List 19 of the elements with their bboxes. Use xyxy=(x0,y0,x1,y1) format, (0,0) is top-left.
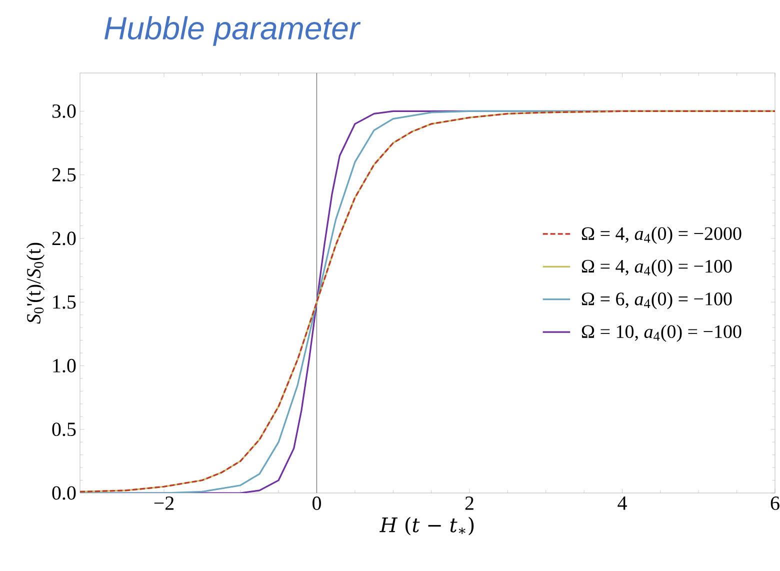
y-tick-label: 0.5 xyxy=(52,422,76,436)
x-tick-label: 6 xyxy=(770,496,780,510)
chart-title: Hubble parameter xyxy=(104,16,361,46)
x-axis-title: H (t − t$_{∗}$) xyxy=(380,516,474,536)
legend-label: Ω = 6, a$_{4}$(0) = −100 xyxy=(582,292,732,310)
y-axis-title: S$_{0}$'(t)/S$_{0}$(t) xyxy=(26,242,45,324)
y-tick-label: 2.5 xyxy=(52,168,76,182)
legend-label: Ω = 4, a$_{4}$(0) = −2000 xyxy=(582,226,742,244)
y-tick-label: 3.0 xyxy=(52,104,76,118)
x-tick-label: −2 xyxy=(154,496,174,510)
legend-label: Ω = 4, a$_{4}$(0) = −100 xyxy=(582,259,732,277)
y-tick-label: 2.0 xyxy=(52,232,76,246)
y-tick-label: 0.0 xyxy=(52,486,76,500)
x-tick-label: 2 xyxy=(465,496,474,510)
x-tick-label: 4 xyxy=(618,496,627,510)
y-tick-label: 1.0 xyxy=(53,358,76,373)
x-tick-label: 0 xyxy=(312,496,321,510)
legend-label: Ω = 10, a$_{4}$(0) = −100 xyxy=(582,324,742,342)
y-tick-label: 1.5 xyxy=(53,295,76,309)
